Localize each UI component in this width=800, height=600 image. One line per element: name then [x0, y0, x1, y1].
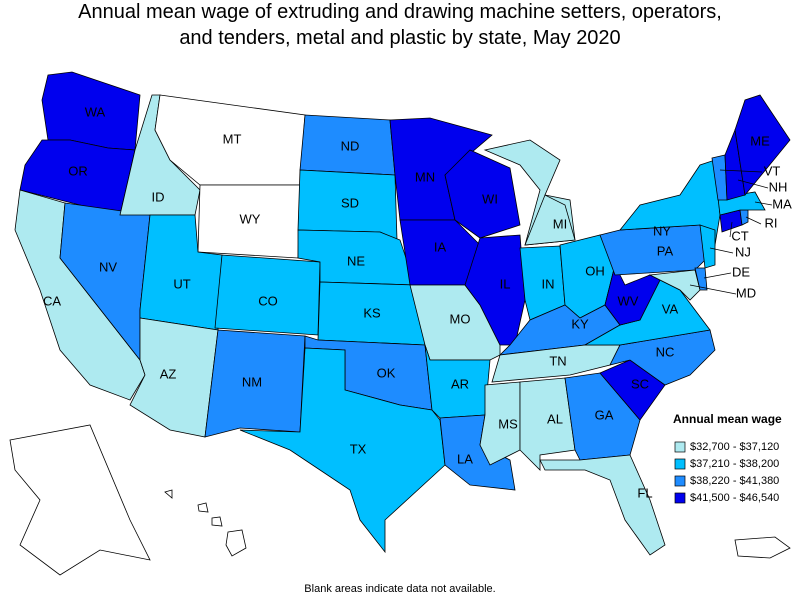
state-label: WI [482, 191, 498, 206]
state-label: WY [240, 211, 261, 226]
state-label: MT [223, 131, 242, 146]
states [9, 71, 791, 576]
legend-swatch [674, 475, 686, 487]
state-label: WA [85, 104, 106, 119]
state-label: MD [736, 285, 756, 300]
leader-line [719, 169, 763, 173]
state-label: ME [750, 133, 770, 148]
state-label: IL [500, 276, 511, 291]
state-label: DE [732, 264, 750, 279]
map-title: Annual mean wage of extruding and drawin… [78, 1, 722, 49]
state-shape [204, 329, 306, 438]
state-label: VT [764, 163, 781, 178]
state-shape [524, 194, 576, 246]
legend-swatch [674, 458, 686, 470]
state-label: AR [451, 376, 469, 391]
state-shape [699, 224, 716, 269]
state-label: MN [415, 169, 435, 184]
state-shape [9, 424, 151, 576]
legend: $32,700 - $37,120 $37,210 - $38,200 $38,22… [674, 441, 779, 504]
leader-line [703, 272, 732, 279]
state-shape [464, 234, 526, 346]
legend-swatch [674, 441, 686, 453]
leader-line [729, 221, 733, 238]
state-label: NH [769, 179, 788, 194]
state-label: NY [653, 223, 671, 238]
territory-shape [734, 536, 791, 559]
legend-title: Annual mean wage [673, 412, 782, 426]
legend-label: $32,700 - $37,120 [690, 441, 779, 453]
state-label: SC [631, 376, 649, 391]
state-shape [197, 502, 209, 513]
state-label: KS [363, 305, 381, 320]
state-label: AL [547, 411, 563, 426]
state-label: ID [152, 189, 165, 204]
state-shape [539, 454, 666, 556]
state-label: UT [173, 276, 190, 291]
state-label: TN [549, 353, 566, 368]
state-label: PA [657, 243, 674, 258]
state-shape [239, 347, 446, 554]
state-label: FL [637, 485, 652, 500]
state-label: OH [585, 263, 605, 278]
state-shape [164, 489, 173, 499]
state-label: VA [662, 301, 679, 316]
state-label: MO [450, 311, 471, 326]
state-label: IN [542, 276, 555, 291]
state-shape [444, 149, 521, 239]
state-label: AZ [160, 366, 177, 381]
state-label: MI [553, 216, 567, 231]
state-label: SD [341, 195, 359, 210]
state-shape [211, 516, 223, 527]
state-label: CA [43, 293, 61, 308]
state-label: LA [457, 451, 473, 466]
state-label: TX [350, 441, 367, 456]
state-label: NM [242, 374, 262, 389]
state-shape [648, 269, 701, 301]
state-label: NV [99, 259, 117, 274]
state-shape [119, 94, 201, 216]
state-label: CO [258, 293, 278, 308]
state-label: KY [571, 316, 589, 331]
state-label: MS [498, 416, 518, 431]
leader-line [689, 284, 737, 295]
state-label: MA [772, 196, 792, 211]
leader-line [709, 247, 734, 254]
state-label: NC [656, 344, 675, 359]
note: Blank areas indicate data not available. [304, 583, 495, 595]
state-label: NJ [735, 244, 751, 259]
state-shape [734, 94, 791, 196]
state-label: NE [347, 253, 365, 268]
legend-label: $41,500 - $46,540 [690, 492, 779, 504]
legend-label: $37,210 - $38,200 [690, 458, 779, 470]
state-label: GA [595, 407, 614, 422]
state-label: OR [68, 163, 88, 178]
labels: WA OR CA NV ID MT WY UT CO AZ NM ND SD NE KS OK TX MN IA MO… [43, 104, 792, 500]
leader-line [737, 179, 769, 189]
state-label: ND [341, 138, 360, 153]
state-shape [694, 267, 708, 291]
legend-label: $38,220 - $41,380 [690, 475, 779, 487]
state-label: CT [731, 228, 748, 243]
state-label: IA [434, 239, 447, 254]
state-label: WV [618, 293, 639, 308]
state-label: RI [765, 215, 778, 230]
leader-line [745, 216, 762, 225]
leader-line [754, 201, 773, 206]
legend-swatch [674, 492, 686, 504]
state-label: OK [377, 365, 396, 380]
state-shape [225, 529, 247, 557]
